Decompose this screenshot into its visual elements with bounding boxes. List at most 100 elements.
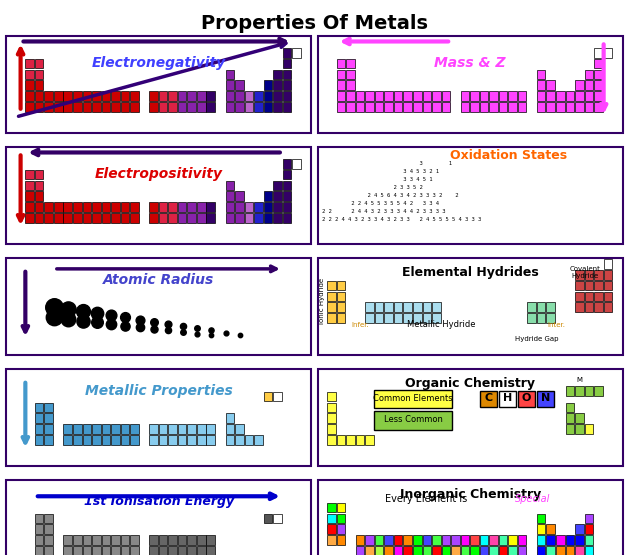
Bar bbox=[547, 546, 555, 555]
Text: Electronegativity: Electronegativity bbox=[92, 56, 226, 70]
Bar bbox=[384, 535, 393, 545]
Bar bbox=[604, 291, 612, 301]
Bar bbox=[442, 102, 450, 112]
Bar bbox=[54, 91, 62, 101]
Bar bbox=[159, 535, 167, 545]
Bar bbox=[178, 535, 186, 545]
Bar bbox=[547, 91, 555, 101]
Point bbox=[164, 320, 174, 329]
Bar bbox=[235, 435, 243, 445]
Text: 2 2      2 4 4 3 2 3 3 3 4 4 2 3 3 3 3: 2 2 2 4 4 3 2 3 3 3 4 4 2 3 3 3 3 bbox=[323, 209, 446, 214]
Bar bbox=[130, 91, 139, 101]
Text: Metallic Properties: Metallic Properties bbox=[85, 384, 233, 398]
Bar bbox=[264, 513, 272, 523]
Bar bbox=[45, 413, 53, 423]
Bar bbox=[460, 91, 469, 101]
Bar bbox=[273, 80, 282, 90]
Bar bbox=[403, 102, 412, 112]
Bar bbox=[226, 435, 234, 445]
Bar bbox=[337, 102, 345, 112]
Bar bbox=[537, 513, 545, 523]
Bar bbox=[35, 170, 43, 179]
Bar bbox=[547, 524, 555, 534]
Bar bbox=[159, 91, 167, 101]
Bar bbox=[82, 102, 91, 112]
Bar bbox=[197, 91, 206, 101]
Point bbox=[92, 318, 102, 327]
Point bbox=[64, 304, 74, 313]
Bar bbox=[187, 546, 196, 555]
Bar bbox=[432, 302, 441, 312]
Bar bbox=[584, 102, 593, 112]
Bar bbox=[35, 535, 43, 545]
Bar bbox=[273, 202, 282, 212]
Bar bbox=[527, 313, 536, 323]
Point bbox=[120, 321, 130, 330]
Bar bbox=[111, 91, 120, 101]
Bar bbox=[35, 80, 43, 90]
Bar bbox=[565, 102, 574, 112]
Bar bbox=[226, 80, 234, 90]
Text: C: C bbox=[484, 393, 493, 403]
Bar bbox=[197, 213, 206, 223]
Bar bbox=[547, 80, 555, 90]
Bar bbox=[432, 313, 441, 323]
Bar bbox=[35, 102, 43, 112]
Bar bbox=[584, 270, 593, 280]
Bar bbox=[235, 91, 243, 101]
Bar bbox=[226, 180, 234, 190]
Bar bbox=[73, 424, 82, 434]
Bar bbox=[178, 91, 186, 101]
Bar bbox=[254, 91, 263, 101]
Bar bbox=[226, 413, 234, 423]
Bar bbox=[35, 402, 43, 412]
Bar bbox=[35, 424, 43, 434]
Text: 3        1: 3 1 bbox=[323, 161, 452, 166]
Bar bbox=[169, 435, 177, 445]
Bar bbox=[537, 91, 545, 101]
Bar bbox=[264, 213, 272, 223]
Bar bbox=[423, 546, 431, 555]
Bar bbox=[423, 102, 431, 112]
Bar bbox=[283, 191, 291, 201]
Bar bbox=[82, 546, 91, 555]
Bar bbox=[73, 202, 82, 212]
Bar bbox=[45, 102, 53, 112]
Bar bbox=[25, 59, 34, 68]
Point bbox=[192, 329, 202, 338]
Bar bbox=[159, 546, 167, 555]
Bar bbox=[432, 91, 441, 101]
Bar bbox=[594, 59, 603, 68]
Text: Elemental Hydrides: Elemental Hydrides bbox=[402, 266, 538, 279]
Bar bbox=[423, 302, 431, 312]
Bar bbox=[273, 191, 282, 201]
Bar bbox=[25, 191, 34, 201]
Point bbox=[49, 313, 59, 322]
Bar bbox=[442, 535, 450, 545]
Bar bbox=[470, 535, 479, 545]
Bar bbox=[45, 546, 53, 555]
Bar bbox=[470, 102, 479, 112]
Bar bbox=[25, 80, 34, 90]
Bar bbox=[121, 213, 130, 223]
Bar bbox=[206, 202, 215, 212]
Bar bbox=[73, 213, 82, 223]
Bar bbox=[346, 69, 355, 79]
Text: 1st Ionisation Energy: 1st Ionisation Energy bbox=[84, 495, 234, 508]
Bar bbox=[73, 546, 82, 555]
Bar bbox=[594, 69, 603, 79]
Bar bbox=[283, 69, 291, 79]
Text: Electropositivity: Electropositivity bbox=[95, 167, 223, 181]
Bar bbox=[575, 386, 584, 396]
Bar bbox=[169, 424, 177, 434]
Bar bbox=[206, 102, 215, 112]
Bar bbox=[35, 202, 43, 212]
Bar bbox=[337, 80, 345, 90]
Bar bbox=[547, 313, 555, 323]
Bar bbox=[537, 80, 545, 90]
Bar bbox=[375, 535, 384, 545]
Bar bbox=[356, 435, 364, 445]
Bar bbox=[264, 392, 272, 401]
Bar bbox=[273, 392, 282, 401]
Bar bbox=[575, 413, 584, 423]
